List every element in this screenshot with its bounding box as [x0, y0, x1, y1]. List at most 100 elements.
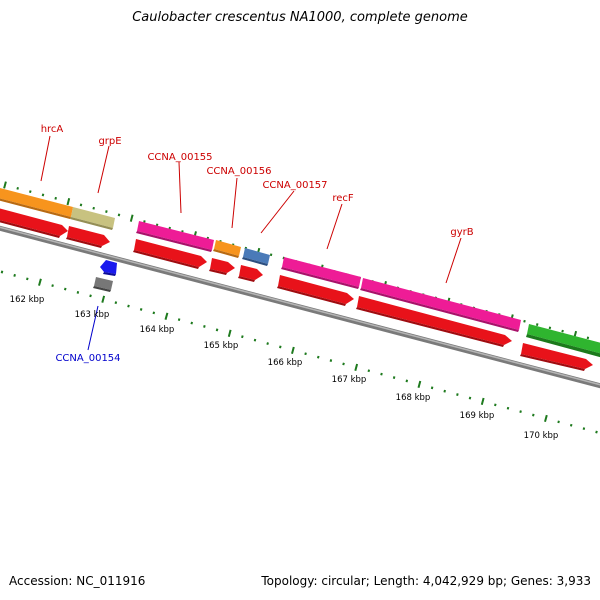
ruler-label-167: 167 kbp — [332, 375, 367, 385]
major-tick — [544, 414, 548, 423]
minor-tick — [304, 352, 307, 356]
minor-tick — [443, 389, 446, 393]
minor-tick — [342, 362, 345, 366]
accession-text: Accession: NC_011916 — [9, 574, 146, 588]
minor-tick — [13, 273, 16, 277]
minor-tick — [269, 253, 273, 257]
minor-tick — [557, 420, 560, 424]
cds-arrow-grpE[interactable] — [66, 226, 110, 248]
ruler-label-164: 164 kbp — [140, 325, 175, 335]
ruler-label-163: 163 kbp — [75, 310, 110, 320]
ruler-label-165: 165 kbp — [204, 341, 239, 351]
minor-tick — [215, 328, 219, 332]
cds-track — [0, 208, 593, 371]
genome-backbone — [0, 225, 600, 389]
cds-arrow-recF[interactable] — [277, 275, 354, 306]
minor-tick — [548, 326, 552, 330]
minor-tick — [506, 406, 510, 410]
minor-tick — [54, 196, 57, 200]
gene-feature-unnamed[interactable] — [526, 324, 600, 358]
ruler-label-166: 166 kbp — [268, 358, 303, 368]
gene-feature-gyrB[interactable] — [360, 278, 521, 332]
gene-feature-CCNA_00155[interactable] — [136, 221, 214, 252]
feature-labels: hrcA grpE CCNA_00155 CCNA_00156 CCNA_001… — [41, 124, 474, 364]
minor-tick — [152, 311, 156, 315]
map-title: Caulobacter crescentus NA1000, complete … — [132, 10, 468, 25]
major-tick — [354, 363, 359, 371]
gene-feature-CCNA_00156[interactable] — [213, 240, 241, 258]
cds-arrow-CCNA_00156[interactable] — [209, 258, 235, 275]
minor-tick — [367, 369, 371, 373]
ruler-label-170: 170 kbp — [524, 431, 559, 441]
minor-tick — [456, 393, 459, 397]
gene-feature-recF[interactable] — [281, 257, 361, 289]
minor-tick — [329, 359, 333, 362]
cds-arrow-CCNA_00157[interactable] — [238, 265, 263, 282]
minor-tick — [92, 206, 95, 210]
major-tick — [38, 278, 42, 286]
label-CCNA_00154[interactable]: CCNA_00154 — [55, 353, 120, 364]
minor-tick — [127, 304, 130, 308]
minor-tick — [279, 345, 282, 349]
minor-tick — [380, 372, 383, 376]
minor-tick — [51, 284, 54, 288]
cds-arrow-CCNA_00155[interactable] — [133, 239, 207, 269]
minor-tick — [0, 270, 4, 274]
minor-tick — [561, 329, 564, 333]
minor-tick — [253, 338, 257, 342]
gene-feature-hrcA[interactable] — [0, 188, 73, 219]
minor-tick — [519, 410, 522, 414]
cds-arrow-hrcA[interactable] — [0, 208, 68, 238]
cds-arrow-unnamed[interactable] — [520, 343, 593, 371]
minor-tick — [266, 342, 269, 345]
minor-tick — [89, 294, 92, 298]
label-gyrB[interactable]: gyrB — [450, 227, 473, 238]
major-tick — [164, 312, 169, 320]
major-tick — [66, 197, 71, 206]
minor-tick — [41, 193, 45, 197]
label-grpE[interactable]: grpE — [98, 136, 121, 147]
major-tick — [417, 380, 422, 389]
minor-tick — [63, 287, 67, 291]
feature-leader-lines — [40, 135, 462, 351]
ruler-label-169: 169 kbp — [460, 411, 495, 421]
label-CCNA_00156[interactable]: CCNA_00156 — [206, 166, 271, 177]
major-tick — [227, 329, 232, 337]
minor-tick — [523, 319, 526, 323]
minor-tick — [76, 291, 80, 294]
minor-tick — [468, 396, 472, 400]
minor-tick — [117, 213, 121, 217]
minor-tick — [241, 335, 244, 339]
major-tick — [291, 346, 295, 354]
minor-tick — [569, 423, 573, 427]
minor-tick — [29, 190, 32, 194]
major-tick — [480, 397, 485, 406]
genome-summary-text: Topology: circular; Length: 4,042,929 bp… — [261, 574, 591, 588]
gene-feature-CCNA_00157[interactable] — [242, 248, 270, 266]
gene-feature-CCNA_00154[interactable] — [93, 260, 117, 292]
label-hrcA[interactable]: hrcA — [41, 124, 64, 135]
ruler-label-162: 162 kbp — [10, 295, 45, 305]
minor-tick — [114, 301, 118, 305]
minor-tick — [26, 277, 29, 281]
label-CCNA_00157[interactable]: CCNA_00157 — [262, 180, 327, 191]
cds-arrow-gyrB[interactable] — [356, 296, 512, 347]
major-tick — [101, 295, 106, 303]
minor-tick — [105, 210, 108, 213]
inner-tick-ruler — [0, 270, 598, 434]
gene-feature-grpE[interactable] — [70, 207, 115, 230]
minor-tick — [532, 413, 535, 417]
minor-tick — [203, 325, 206, 328]
minor-tick — [494, 403, 497, 407]
minor-tick — [392, 376, 396, 379]
minor-tick — [139, 308, 143, 311]
minor-tick — [595, 430, 598, 434]
minor-tick — [316, 355, 320, 359]
major-tick — [129, 214, 134, 222]
minor-tick — [177, 318, 181, 322]
label-recF[interactable]: recF — [332, 193, 354, 204]
ruler-labels: 162 kbp 163 kbp 164 kbp 165 kbp 166 kbp … — [10, 295, 559, 441]
label-CCNA_00155[interactable]: CCNA_00155 — [147, 152, 212, 163]
